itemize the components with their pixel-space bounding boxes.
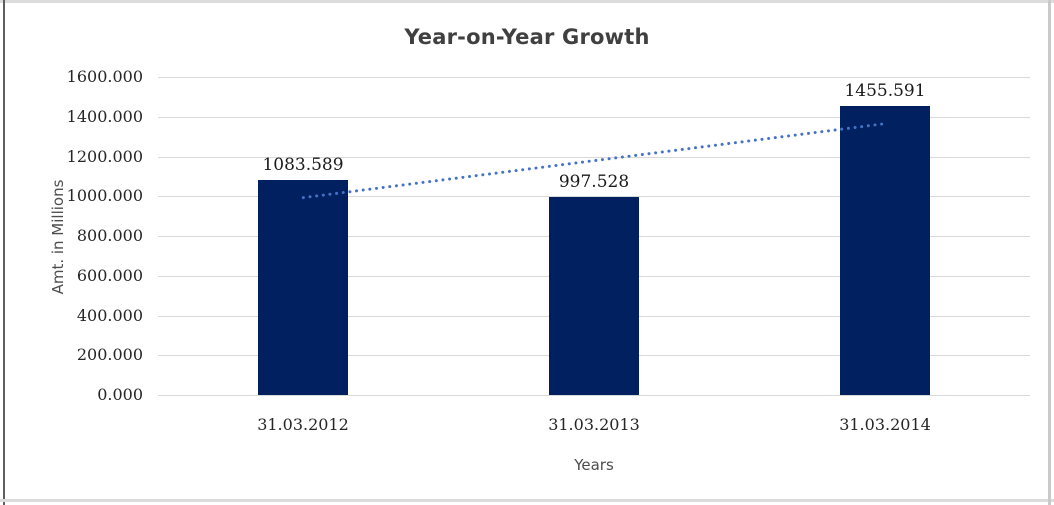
y-axis-tick-label: 1400.000 <box>66 107 143 126</box>
gridline <box>158 395 1030 396</box>
x-axis-title: Years <box>574 456 614 474</box>
trendline[interactable] <box>301 122 887 200</box>
gridline <box>158 117 1030 118</box>
y-axis-tick-label: 1600.000 <box>66 67 143 86</box>
data-label: 1455.591 <box>844 81 926 101</box>
frame-border-top <box>0 0 1054 3</box>
plot-area <box>158 77 1030 396</box>
data-label: 1083.589 <box>262 155 344 175</box>
y-axis-tick-label: 0.000 <box>97 385 143 404</box>
y-axis-tick-label: 400.000 <box>76 306 143 325</box>
frame-border-bottom <box>0 499 1054 502</box>
gridline <box>158 157 1030 158</box>
x-axis-tick-label: 31.03.2014 <box>839 415 931 434</box>
x-axis-tick-label: 31.03.2013 <box>548 415 640 434</box>
x-axis-tick-label: 31.03.2012 <box>257 415 349 434</box>
frame-border-right <box>1048 0 1051 505</box>
frame-border-left <box>3 0 5 505</box>
gridline <box>158 196 1030 197</box>
data-label: 997.528 <box>558 172 630 192</box>
trendline-layer <box>301 122 887 200</box>
y-axis-tick-label: 800.000 <box>76 226 143 245</box>
bar[interactable] <box>840 106 930 395</box>
chart-title: Year-on-Year Growth <box>404 25 650 49</box>
y-axis-tick-label: 600.000 <box>76 266 143 285</box>
gridline <box>158 77 1030 78</box>
bar[interactable] <box>549 197 639 395</box>
bar[interactable] <box>258 180 348 395</box>
y-axis-tick-label: 1000.000 <box>66 186 143 205</box>
y-axis-tick-label: 200.000 <box>76 345 143 364</box>
y-axis-tick-label: 1200.000 <box>66 147 143 166</box>
